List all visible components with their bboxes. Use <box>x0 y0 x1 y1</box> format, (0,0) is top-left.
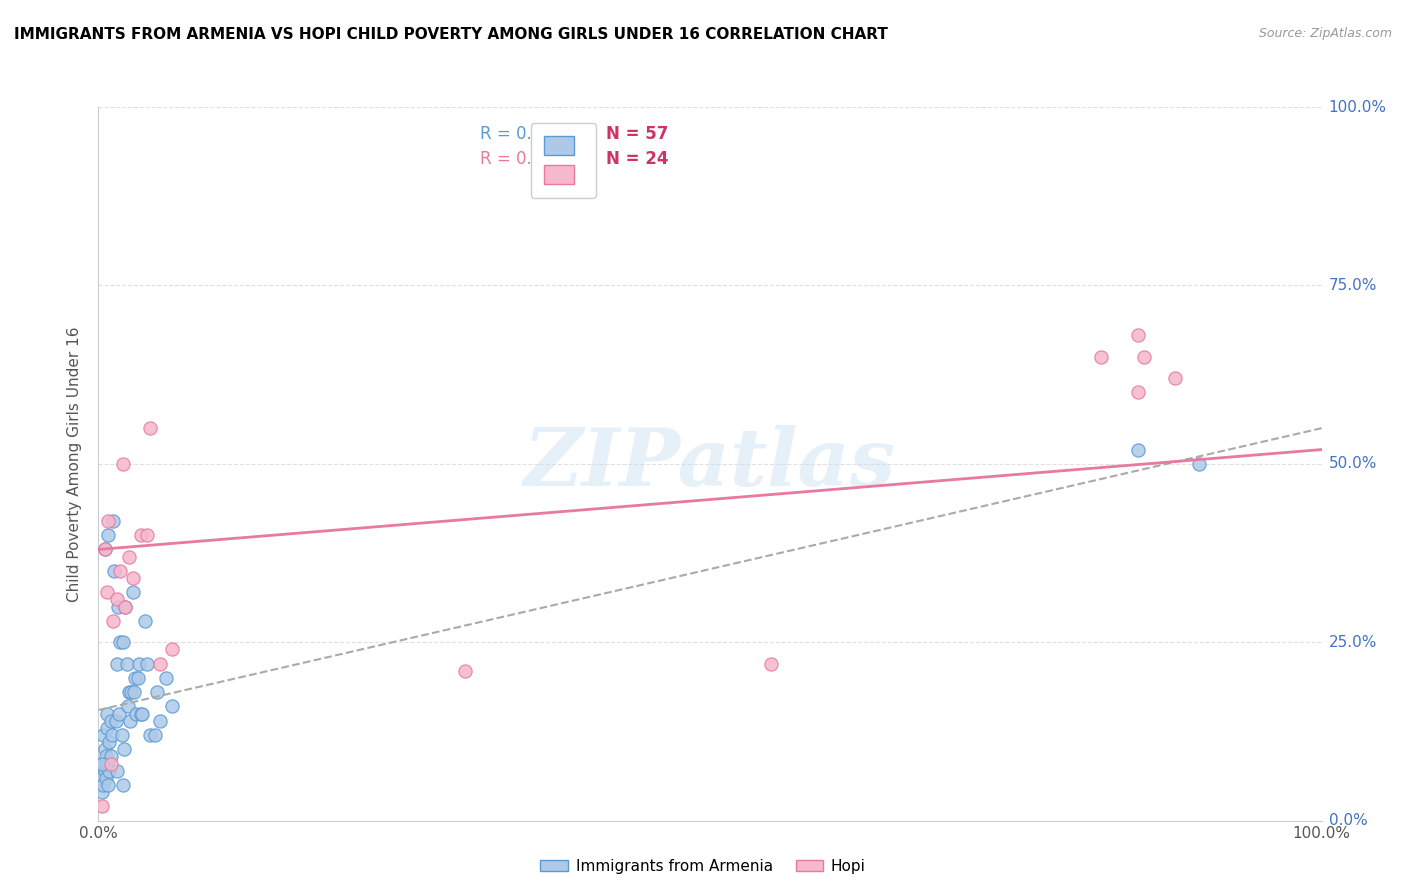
Point <box>91 778 114 792</box>
Point <box>96 721 118 735</box>
Point <box>110 564 132 578</box>
Point <box>96 756 118 771</box>
Point <box>111 635 134 649</box>
Point <box>114 599 136 614</box>
Point <box>149 714 172 728</box>
Point <box>1133 350 1156 364</box>
Point <box>101 614 124 628</box>
Point <box>149 657 172 671</box>
Point <box>100 714 122 728</box>
Point <box>93 764 115 778</box>
Point <box>136 657 159 671</box>
Point <box>96 585 118 599</box>
Point <box>129 706 152 721</box>
Point <box>131 706 153 721</box>
Text: Source: ZipAtlas.com: Source: ZipAtlas.com <box>1258 27 1392 40</box>
Point <box>112 742 135 756</box>
Point <box>139 728 162 742</box>
Text: 0.0%: 0.0% <box>1329 814 1367 828</box>
Point <box>115 657 138 671</box>
Text: N = 57: N = 57 <box>606 125 668 143</box>
Point <box>160 642 183 657</box>
Point <box>105 657 128 671</box>
Text: 75.0%: 75.0% <box>1329 278 1376 293</box>
Point <box>101 514 124 528</box>
Text: ZIPatlas: ZIPatlas <box>524 425 896 502</box>
Text: R = 0.207: R = 0.207 <box>479 150 564 168</box>
Point <box>93 542 115 557</box>
Legend: , : , <box>530 122 596 198</box>
Point <box>93 742 115 756</box>
Point <box>114 599 136 614</box>
Point <box>91 756 114 771</box>
Point <box>160 699 183 714</box>
Point <box>127 671 149 685</box>
Point <box>90 771 112 785</box>
Point <box>129 528 152 542</box>
Text: N = 24: N = 24 <box>606 150 669 168</box>
Point <box>94 771 117 785</box>
Point <box>97 514 120 528</box>
Point <box>103 564 125 578</box>
Legend: Immigrants from Armenia, Hopi: Immigrants from Armenia, Hopi <box>534 853 872 880</box>
Point <box>120 714 142 728</box>
Point <box>125 706 148 721</box>
Point <box>1128 328 1150 343</box>
Point <box>120 685 142 699</box>
Text: 50.0%: 50.0% <box>1329 457 1376 471</box>
Point <box>98 764 121 778</box>
Point <box>118 685 141 699</box>
Point <box>91 756 114 771</box>
Point <box>111 778 134 792</box>
Point <box>117 699 139 714</box>
Point <box>97 778 120 792</box>
Point <box>1128 442 1150 457</box>
Point <box>100 756 122 771</box>
Point <box>134 614 156 628</box>
Point <box>97 528 120 542</box>
Point <box>111 457 134 471</box>
Point <box>91 799 114 814</box>
Point <box>121 571 143 585</box>
Point <box>121 585 143 599</box>
Point <box>91 785 114 799</box>
Point <box>1090 350 1112 364</box>
Text: 25.0%: 25.0% <box>1329 635 1376 649</box>
Point <box>1164 371 1187 385</box>
Point <box>107 599 129 614</box>
Point <box>146 685 169 699</box>
Point <box>96 706 118 721</box>
Point <box>108 706 131 721</box>
Point <box>94 749 117 764</box>
Point <box>105 592 128 607</box>
Point <box>100 749 122 764</box>
Point <box>136 528 159 542</box>
Point <box>1128 385 1150 400</box>
Point <box>111 728 134 742</box>
Y-axis label: Child Poverty Among Girls Under 16: Child Poverty Among Girls Under 16 <box>67 326 83 601</box>
Point <box>128 657 150 671</box>
Point <box>93 542 115 557</box>
Point <box>98 735 121 749</box>
Point <box>155 671 177 685</box>
Point <box>761 657 783 671</box>
Point <box>124 671 146 685</box>
Point <box>104 714 127 728</box>
Point <box>118 549 141 564</box>
Point <box>1188 457 1211 471</box>
Point <box>139 421 162 435</box>
Text: R = 0.230: R = 0.230 <box>479 125 564 143</box>
Point <box>91 728 114 742</box>
Point <box>101 728 124 742</box>
Point <box>454 664 477 678</box>
Point <box>122 685 145 699</box>
Point <box>105 764 128 778</box>
Text: 100.0%: 100.0% <box>1329 100 1386 114</box>
Point <box>110 635 132 649</box>
Text: IMMIGRANTS FROM ARMENIA VS HOPI CHILD POVERTY AMONG GIRLS UNDER 16 CORRELATION C: IMMIGRANTS FROM ARMENIA VS HOPI CHILD PO… <box>14 27 889 42</box>
Point <box>143 728 166 742</box>
